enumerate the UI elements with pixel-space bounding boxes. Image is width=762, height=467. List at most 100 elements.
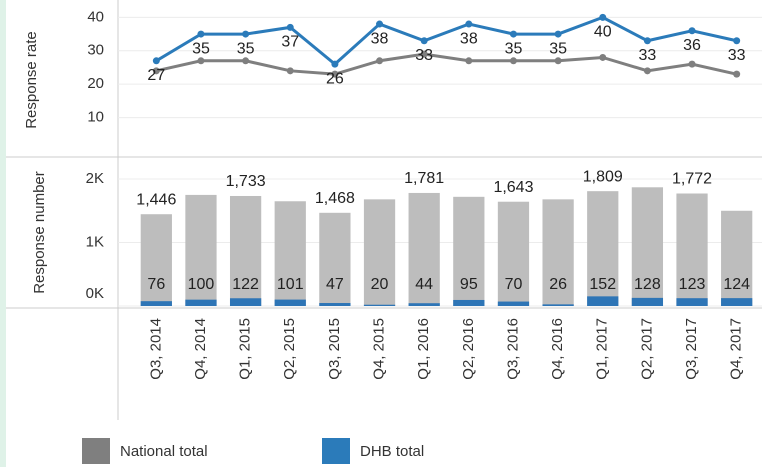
y-tick-label: 40 <box>87 8 104 25</box>
bar <box>185 194 217 306</box>
y-tick-label: 0K <box>86 285 104 302</box>
data-label: 100 <box>188 276 215 293</box>
y-tick-label: 2K <box>86 170 104 187</box>
data-label: 1,446 <box>136 191 176 208</box>
bar <box>631 297 664 306</box>
point <box>509 30 517 38</box>
y-axis-label: Response number <box>30 171 48 294</box>
x-tick-label: Q4, 2015 <box>371 318 388 380</box>
data-label: 123 <box>679 276 706 293</box>
x-tick-label: Q2, 2017 <box>638 318 655 380</box>
data-label: 1,468 <box>315 190 355 207</box>
x-tick-label: Q1, 2016 <box>415 318 432 380</box>
point <box>286 67 294 75</box>
data-label: 20 <box>371 276 389 293</box>
x-tick-label: Q1, 2017 <box>594 318 611 380</box>
point <box>242 30 250 38</box>
x-tick-label: Q3, 2015 <box>326 318 343 380</box>
line <box>155 52 738 76</box>
line <box>155 15 738 67</box>
data-label: 95 <box>460 276 478 293</box>
y-tick-label: 10 <box>87 109 104 126</box>
point <box>420 50 428 58</box>
point <box>420 37 428 45</box>
bar <box>676 298 708 306</box>
bar <box>140 301 172 306</box>
data-label: 122 <box>232 276 259 293</box>
x-tick-label: Q2, 2015 <box>281 318 298 380</box>
y-axis-label: Response rate <box>23 31 40 129</box>
data-label: 35 <box>237 40 255 57</box>
bar <box>185 299 217 306</box>
data-label: 35 <box>549 40 567 57</box>
bar <box>140 214 172 306</box>
data-label: 26 <box>549 276 567 293</box>
bar <box>408 303 440 306</box>
point <box>465 20 473 28</box>
bar <box>587 296 619 306</box>
data-label: 128 <box>634 276 661 293</box>
x-tick-label: Q1, 2015 <box>237 318 254 380</box>
point <box>599 53 607 61</box>
data-label: 27 <box>147 67 165 84</box>
point <box>599 13 607 21</box>
x-tick-label: Q4, 2017 <box>728 318 745 380</box>
point <box>643 67 651 75</box>
data-label: 33 <box>638 47 656 64</box>
point <box>376 20 384 28</box>
bar <box>721 210 753 306</box>
point <box>465 57 473 65</box>
bar <box>229 195 262 306</box>
y-tick-label: 1K <box>86 233 104 250</box>
data-label: 101 <box>277 276 304 293</box>
legend-swatch <box>322 438 350 464</box>
point <box>376 57 384 65</box>
data-label: 76 <box>147 276 165 293</box>
x-tick-label: Q4, 2016 <box>549 318 566 380</box>
point <box>643 37 651 45</box>
y-tick-label: 20 <box>87 75 104 92</box>
bar <box>721 298 753 306</box>
data-label: 124 <box>723 276 750 293</box>
point <box>509 57 517 65</box>
bar <box>408 192 440 306</box>
bar <box>453 196 485 306</box>
data-label: 44 <box>415 276 433 293</box>
point <box>242 57 250 65</box>
point <box>331 70 339 78</box>
data-label: 35 <box>192 40 210 57</box>
point <box>331 60 339 68</box>
bar <box>497 301 530 306</box>
data-label: 152 <box>589 276 616 293</box>
data-label: 37 <box>281 34 299 51</box>
x-tick-label: Q4, 2014 <box>192 318 209 380</box>
x-tick-label: Q3, 2014 <box>147 318 164 380</box>
point <box>286 23 294 31</box>
data-label: 36 <box>683 37 701 54</box>
y-tick-label: 30 <box>87 42 104 59</box>
x-tick-label: Q2, 2016 <box>460 318 477 380</box>
legend-label: National total <box>120 443 208 460</box>
bar <box>363 199 396 306</box>
point <box>197 57 205 65</box>
bar <box>631 187 664 306</box>
bar <box>676 193 708 306</box>
bar <box>497 201 530 306</box>
data-label: 35 <box>505 40 523 57</box>
data-label: 33 <box>415 47 433 64</box>
bar <box>274 201 306 306</box>
point <box>152 57 160 65</box>
x-tick-label: Q3, 2016 <box>504 318 521 380</box>
x-tick-label: Q3, 2017 <box>683 318 700 380</box>
data-label: 1,643 <box>493 179 533 196</box>
data-label: 47 <box>326 276 344 293</box>
data-label: 40 <box>594 24 612 41</box>
y-axis-label-box: Response number <box>30 171 48 294</box>
point <box>688 27 696 35</box>
point <box>152 67 160 75</box>
bar <box>229 298 262 306</box>
point <box>197 30 205 38</box>
data-label: 38 <box>460 30 478 47</box>
bar <box>319 303 351 306</box>
point <box>688 60 696 68</box>
